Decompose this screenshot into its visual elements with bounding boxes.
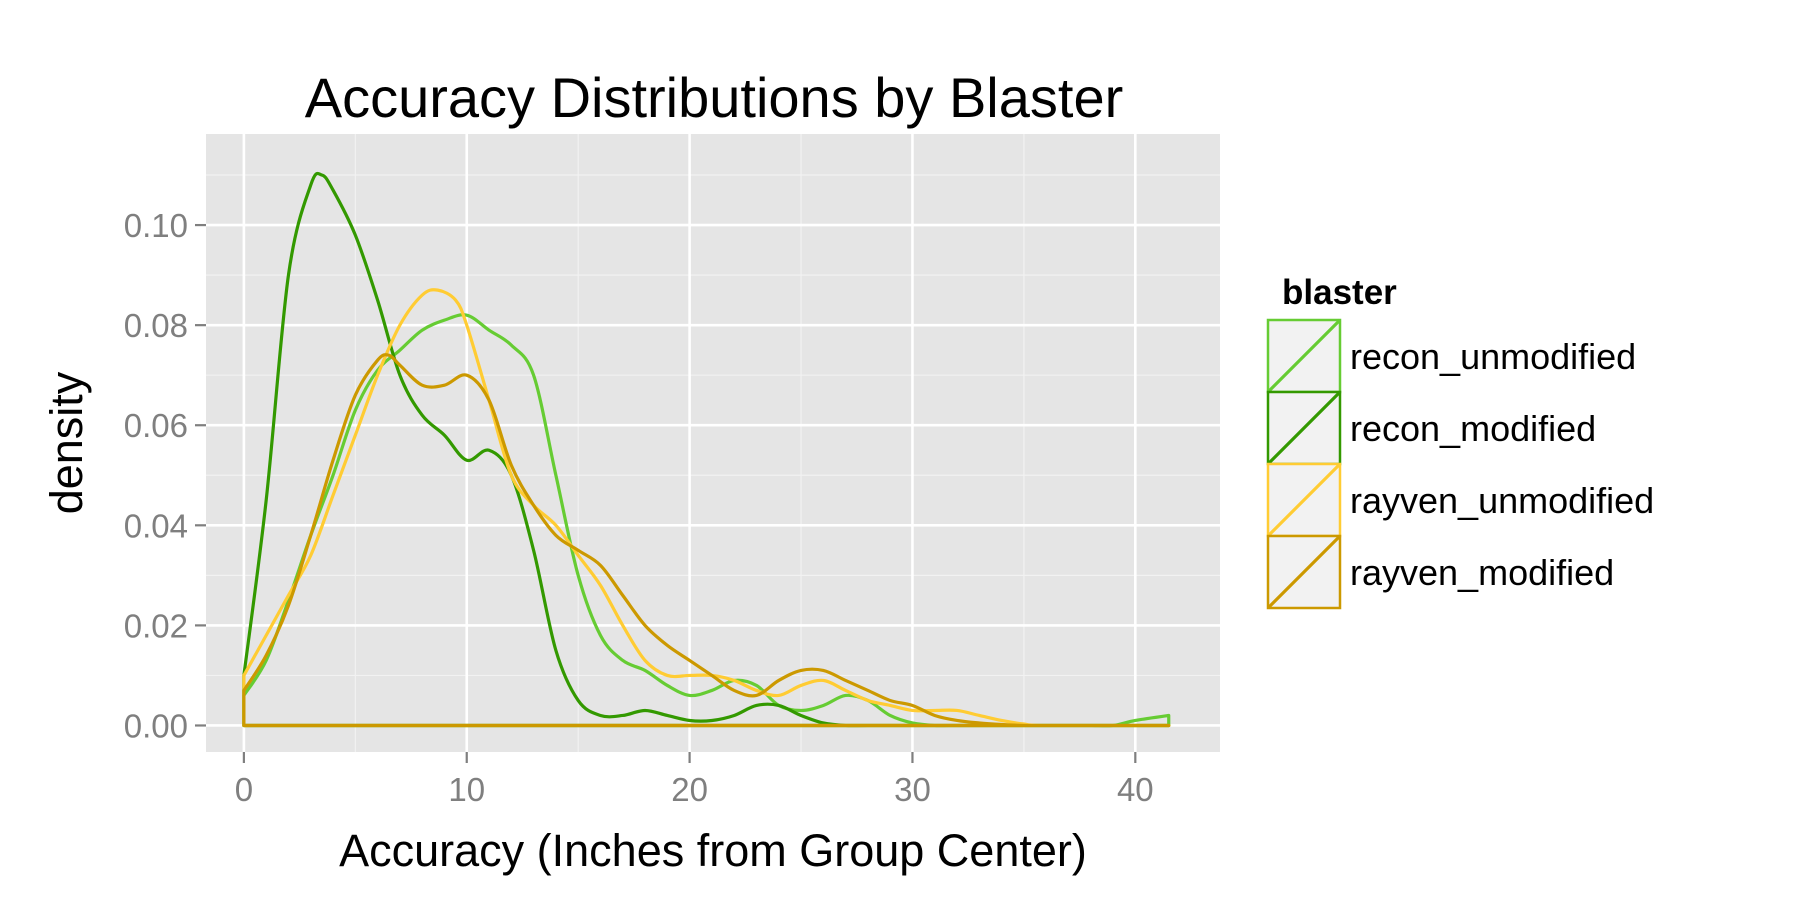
legend-title: blaster	[1282, 273, 1397, 312]
x-axis: 0 10 20 30 40	[235, 752, 1154, 808]
legend: blaster recon_unmodified recon_modifiedra…	[1266, 273, 1654, 610]
major-gridlines	[206, 134, 1220, 752]
x-tick-label: 20	[671, 771, 708, 808]
density-line-rayven-unmodified	[242, 288, 1171, 728]
density-line-rayven-modified	[242, 353, 1171, 728]
legend-key-line	[1266, 462, 1342, 538]
chart-title: Accuracy Distributions by Blaster	[305, 66, 1124, 129]
y-axis-title: density	[41, 371, 92, 514]
x-tick-label: 30	[894, 771, 931, 808]
y-tick-label: 0.04	[124, 507, 188, 544]
legend-label: rayven_unmodified	[1350, 480, 1654, 521]
y-tick-label: 0.00	[124, 707, 188, 744]
x-tick-label: 10	[448, 771, 485, 808]
density-series	[242, 171, 1171, 728]
density-line-recon-modified	[242, 171, 1171, 728]
y-tick-label: 0.06	[124, 407, 188, 444]
legend-item-recon-modified: recon_modified	[1266, 390, 1596, 466]
y-axis: 0.00 0.02 0.04 0.06 0.08 0.10	[124, 207, 206, 744]
legend-key-line	[1266, 318, 1342, 394]
legend-label: rayven_modified	[1350, 552, 1614, 593]
legend-label: recon_modified	[1350, 408, 1596, 449]
legend-label: recon_unmodified	[1350, 336, 1636, 377]
legend-item-recon-unmodified: recon_unmodified	[1266, 318, 1636, 394]
x-tick-label: 40	[1117, 771, 1154, 808]
y-tick-label: 0.10	[124, 207, 188, 244]
y-tick-label: 0.08	[124, 307, 188, 344]
x-tick-label: 0	[235, 771, 253, 808]
x-axis-title: Accuracy (Inches from Group Center)	[339, 825, 1087, 876]
legend-key-line	[1266, 534, 1342, 610]
y-tick-label: 0.02	[124, 607, 188, 644]
legend-key-line	[1266, 390, 1342, 466]
legend-item-rayven-unmodified: rayven_unmodified	[1266, 462, 1654, 538]
plot-panel	[206, 134, 1220, 752]
legend-item-rayven-modified: rayven_modified	[1266, 534, 1614, 610]
